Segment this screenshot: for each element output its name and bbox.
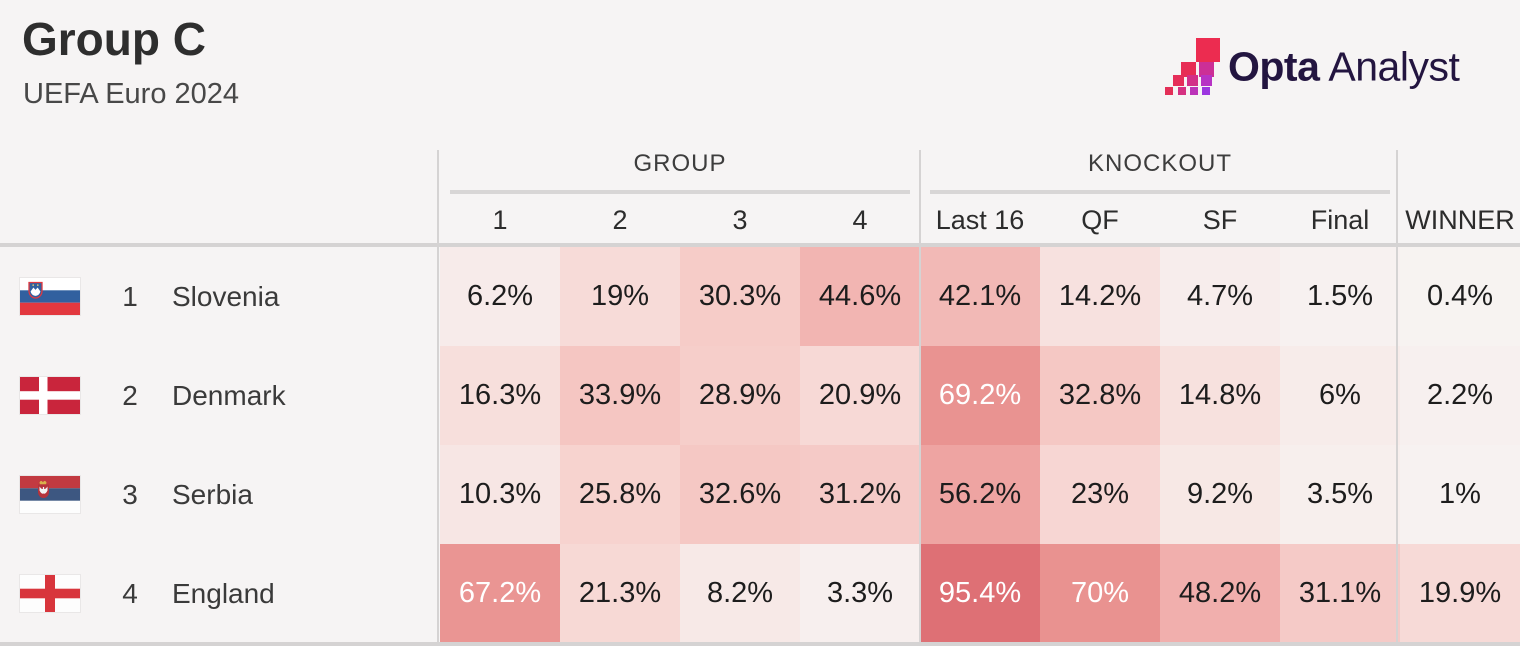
knockout-underline-bar [930, 190, 1390, 194]
group-section-header: GROUP [633, 150, 727, 177]
probability-cell-england-sf: 48.2% [1160, 544, 1280, 643]
probability-cell-serbia-winner: 1% [1400, 445, 1520, 544]
probability-cell-england-3: 8.2% [680, 544, 800, 643]
stairs-square [1190, 87, 1198, 95]
column-header-winner: WINNER [1405, 205, 1515, 235]
denmark-flag-icon [20, 377, 80, 414]
opta-analyst-logo: Opta Analyst [1158, 34, 1468, 100]
divider-knockout-winner [1396, 150, 1398, 642]
opta-stairs-icon [1158, 34, 1220, 96]
knockout-section-header: KNOCKOUT [1087, 150, 1232, 177]
probability-cell-denmark-qf: 32.8% [1040, 346, 1160, 445]
team-name: Denmark [172, 379, 286, 411]
logo-text: Opta Analyst [1228, 43, 1460, 91]
probability-cell-slovenia-qf: 14.2% [1040, 247, 1160, 346]
slovenia-flag-icon [20, 278, 80, 315]
probability-cell-serbia-1: 10.3% [440, 445, 560, 544]
stairs-square [1202, 87, 1210, 95]
column-header-1: 1 [492, 205, 508, 235]
column-header-final: Final [1310, 205, 1370, 235]
probability-cell-slovenia-4: 44.6% [800, 247, 920, 346]
team-row-slovenia: 1 Slovenia 6.2% 19% 30.3% 44.6% 42.1% 14.2% 4.7%… [0, 247, 1520, 346]
probability-cell-slovenia-last-16: 42.1% [920, 247, 1040, 346]
probability-cell-serbia-4: 31.2% [800, 445, 920, 544]
stairs-square [1178, 87, 1186, 95]
probability-cell-denmark-last-16: 69.2% [920, 346, 1040, 445]
probability-cell-slovenia-2: 19% [560, 247, 680, 346]
team-rank: 1 [122, 280, 138, 312]
column-header-4: 4 [852, 205, 868, 235]
team-name: England [172, 577, 275, 609]
stairs-square [1201, 75, 1212, 86]
probability-cell-england-last-16: 95.4% [920, 544, 1040, 643]
probability-cell-denmark-2: 33.9% [560, 346, 680, 445]
england-flag-icon [20, 575, 80, 612]
probability-cell-denmark-4: 20.9% [800, 346, 920, 445]
page-title: Group C [22, 13, 206, 65]
group-underline-bar [450, 190, 910, 194]
probability-cell-denmark-final: 6% [1280, 346, 1400, 445]
probability-cell-slovenia-winner: 0.4% [1400, 247, 1520, 346]
serbia-flag-icon [20, 476, 80, 513]
divider-group-knockout [919, 150, 921, 642]
probability-cell-england-final: 31.1% [1280, 544, 1400, 643]
column-header-3: 3 [732, 205, 748, 235]
probability-cell-england-1: 67.2% [440, 544, 560, 643]
team-rank: 3 [122, 478, 138, 510]
probability-cell-serbia-final: 3.5% [1280, 445, 1400, 544]
probability-cell-slovenia-sf: 4.7% [1160, 247, 1280, 346]
probability-cell-serbia-sf: 9.2% [1160, 445, 1280, 544]
stairs-square [1196, 38, 1220, 62]
stairs-square [1187, 75, 1198, 86]
probability-cell-serbia-2: 25.8% [560, 445, 680, 544]
team-rank: 2 [122, 379, 138, 411]
table-bottom-border [0, 642, 1520, 646]
column-header-qf: QF [1081, 205, 1119, 235]
probability-cell-serbia-qf: 23% [1040, 445, 1160, 544]
probability-cell-serbia-last-16: 56.2% [920, 445, 1040, 544]
table-top-border [0, 243, 1520, 247]
stairs-square [1199, 62, 1214, 77]
page-subtitle: UEFA Euro 2024 [23, 78, 240, 110]
team-rank: 4 [122, 577, 138, 609]
probability-cell-england-2: 21.3% [560, 544, 680, 643]
probability-cell-england-4: 3.3% [800, 544, 920, 643]
stairs-square [1173, 75, 1184, 86]
divider-teams-group [437, 150, 439, 642]
team-row-england: 4 England 67.2% 21.3% 8.2% 3.3% 95.4% 70% 48.2% 3… [0, 544, 1520, 643]
probability-cell-slovenia-3: 30.3% [680, 247, 800, 346]
stairs-square [1181, 62, 1196, 77]
stairs-square [1165, 87, 1173, 95]
probability-cell-denmark-1: 16.3% [440, 346, 560, 445]
team-row-denmark: 2 Denmark 16.3% 33.9% 28.9% 20.9% 69.2% 32.8% 14… [0, 346, 1520, 445]
probability-cell-england-qf: 70% [1040, 544, 1160, 643]
probability-cell-slovenia-final: 1.5% [1280, 247, 1400, 346]
probability-cell-denmark-3: 28.9% [680, 346, 800, 445]
team-name: Slovenia [172, 280, 280, 312]
probability-cell-england-winner: 19.9% [1400, 544, 1520, 643]
column-header-last-16: Last 16 [935, 205, 1025, 235]
logo-analyst-label: Analyst [1328, 43, 1460, 90]
column-header-sf: SF [1202, 205, 1238, 235]
probability-cell-denmark-winner: 2.2% [1400, 346, 1520, 445]
logo-opta-label: Opta [1228, 43, 1320, 90]
column-header-2: 2 [612, 205, 628, 235]
probability-cell-denmark-sf: 14.8% [1160, 346, 1280, 445]
team-row-serbia: 3 Serbia 10.3% 25.8% 32.6% 31.2% 56.2% 23% 9.2% 3… [0, 445, 1520, 544]
probability-cell-serbia-3: 32.6% [680, 445, 800, 544]
probability-cell-slovenia-1: 6.2% [440, 247, 560, 346]
team-name: Serbia [172, 478, 253, 510]
